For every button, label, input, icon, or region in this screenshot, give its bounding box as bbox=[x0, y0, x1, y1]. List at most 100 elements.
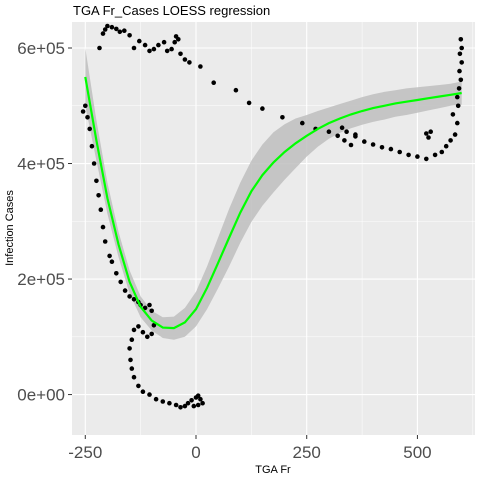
data-point bbox=[102, 27, 108, 32]
x-tick-label: -250 bbox=[68, 443, 102, 462]
data-point bbox=[448, 138, 453, 143]
data-point bbox=[114, 271, 119, 276]
data-point bbox=[129, 366, 135, 371]
data-point bbox=[109, 24, 115, 30]
data-point bbox=[339, 125, 345, 130]
data-point bbox=[353, 134, 358, 139]
data-point bbox=[189, 398, 194, 403]
data-point bbox=[91, 161, 97, 166]
data-point bbox=[326, 129, 332, 134]
data-point bbox=[459, 45, 465, 51]
y-tick-label: 0e+00 bbox=[17, 386, 65, 405]
data-point bbox=[142, 305, 148, 311]
y-tick-label: 2e+05 bbox=[17, 270, 65, 289]
data-point bbox=[260, 106, 265, 111]
data-point bbox=[149, 308, 154, 314]
data-point bbox=[198, 64, 203, 69]
x-tick-label: 250 bbox=[293, 443, 321, 462]
data-point bbox=[147, 48, 152, 54]
data-point bbox=[426, 135, 431, 140]
data-point bbox=[246, 100, 252, 106]
data-point bbox=[98, 207, 104, 212]
data-point bbox=[153, 396, 159, 402]
data-point bbox=[457, 68, 462, 74]
data-point bbox=[131, 45, 137, 51]
data-point bbox=[156, 42, 161, 48]
data-point bbox=[147, 302, 152, 308]
data-point bbox=[128, 357, 133, 363]
data-point bbox=[370, 142, 376, 147]
data-point bbox=[151, 46, 157, 52]
data-point bbox=[105, 23, 110, 29]
data-point bbox=[83, 103, 88, 109]
data-point bbox=[211, 80, 216, 85]
data-point bbox=[160, 399, 166, 404]
data-point bbox=[200, 400, 205, 406]
data-point bbox=[182, 57, 188, 62]
data-point bbox=[178, 405, 183, 410]
data-point bbox=[406, 152, 411, 158]
data-point bbox=[362, 139, 367, 144]
data-point bbox=[191, 403, 197, 409]
data-point bbox=[127, 33, 132, 38]
x-axis-ticks: -250 0 250 500 bbox=[68, 435, 432, 462]
data-point bbox=[109, 259, 115, 265]
data-point bbox=[185, 400, 191, 406]
data-point bbox=[198, 396, 203, 402]
data-point bbox=[151, 323, 157, 328]
data-point bbox=[455, 120, 460, 126]
data-point bbox=[80, 109, 86, 114]
data-point bbox=[127, 294, 132, 299]
data-point bbox=[335, 133, 341, 139]
data-point bbox=[233, 87, 239, 93]
data-point bbox=[164, 48, 170, 54]
data-point bbox=[195, 393, 201, 399]
data-point bbox=[415, 154, 420, 159]
data-point bbox=[169, 46, 174, 52]
data-point bbox=[388, 146, 394, 152]
plot-panel bbox=[72, 22, 475, 435]
data-point bbox=[187, 60, 192, 65]
data-point bbox=[348, 142, 354, 148]
data-point bbox=[114, 26, 119, 32]
data-point bbox=[342, 138, 347, 143]
data-point bbox=[102, 239, 108, 244]
data-point bbox=[140, 329, 146, 335]
data-point bbox=[96, 193, 101, 198]
data-point bbox=[300, 120, 305, 126]
data-point bbox=[118, 279, 123, 285]
confidence-band bbox=[85, 48, 462, 340]
data-point bbox=[455, 103, 461, 109]
chart-title: TGA Fr_Cases LOESS regression bbox=[73, 3, 270, 18]
data-point bbox=[131, 374, 137, 380]
data-point bbox=[100, 31, 106, 36]
data-point bbox=[136, 383, 141, 389]
data-point bbox=[127, 346, 132, 351]
loess-fit-line bbox=[84, 76, 462, 330]
data-point bbox=[140, 389, 146, 395]
data-point bbox=[455, 94, 460, 100]
x-tick-label: 500 bbox=[403, 443, 431, 462]
y-tick-label: 4e+05 bbox=[17, 155, 65, 174]
data-point bbox=[131, 327, 137, 333]
data-point bbox=[89, 143, 95, 149]
data-point bbox=[182, 403, 188, 409]
x-axis-label: TGA Fr bbox=[255, 464, 291, 476]
data-point bbox=[85, 115, 90, 120]
data-point bbox=[129, 337, 135, 343]
data-point bbox=[137, 38, 142, 44]
data-point bbox=[167, 400, 172, 406]
data-point bbox=[107, 253, 112, 259]
data-point bbox=[100, 224, 106, 230]
data-point bbox=[432, 152, 438, 158]
y-axis-label: Infection Cases bbox=[4, 190, 16, 266]
data-point bbox=[443, 143, 449, 149]
data-point bbox=[450, 112, 456, 117]
data-point bbox=[280, 115, 285, 120]
data-point bbox=[94, 178, 99, 184]
data-point bbox=[439, 149, 445, 155]
data-point bbox=[87, 126, 92, 132]
data-point bbox=[428, 129, 434, 134]
data-point bbox=[97, 45, 102, 51]
